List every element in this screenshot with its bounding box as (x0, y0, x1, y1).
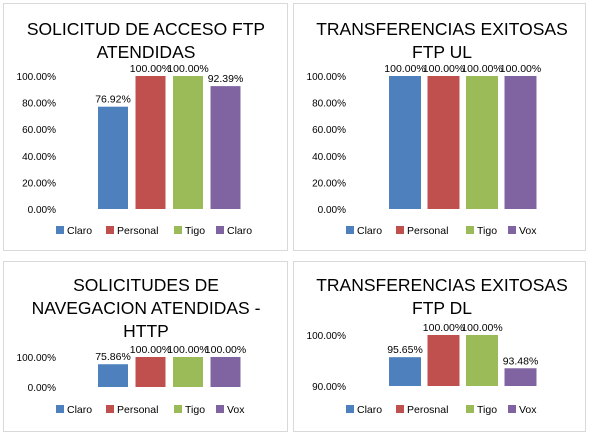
y-tick-label: 0.00% (318, 205, 346, 216)
legend-label: Claro (357, 225, 382, 237)
legend-label: Tigo (477, 225, 497, 237)
chart-title-line: HTTP (123, 321, 169, 341)
legend-swatch (508, 226, 516, 234)
chart-title-line: FTP DL (412, 298, 472, 318)
legend-label: Tigo (185, 225, 205, 237)
bar (135, 357, 166, 387)
data-label: 100.00% (461, 63, 502, 75)
data-label: 100.00% (423, 63, 464, 75)
y-tick-label: 40.00% (22, 152, 56, 163)
bar (210, 86, 241, 209)
bar (98, 106, 128, 209)
y-tick-label: 60.00% (312, 125, 346, 136)
data-label: 100.00% (205, 344, 246, 356)
y-tick-label: 100.00% (307, 331, 347, 342)
data-label: 100.00% (500, 63, 541, 75)
chart-svg: SOLICITUDES DE NAVEGACION ATENDIDAS - HTTP… (17, 275, 261, 416)
legend-swatch (216, 405, 224, 413)
y-tick-label: 0.00% (28, 383, 56, 394)
legend-swatch (396, 226, 404, 234)
data-label: 100.00% (384, 63, 425, 75)
bar (135, 76, 166, 209)
legend-label: Vox (227, 404, 245, 416)
data-label: 100.00% (130, 63, 171, 75)
chart-svg: SOLICITUD DE ACCESO FTP ATENDIDAS 0.00% 20.… (17, 19, 266, 237)
y-tick-label: 80.00% (22, 99, 56, 110)
legend-label: Vox (519, 225, 537, 237)
chart-title-line: NAVEGACION ATENDIDAS - (32, 298, 261, 318)
chart-title-line: FTP UL (412, 42, 472, 62)
legend-swatch (56, 226, 64, 234)
chart-panel-http-navigation: SOLICITUDES DE NAVEGACION ATENDIDAS - HTTP… (3, 261, 288, 432)
legend-swatch (56, 405, 64, 413)
chart-svg: TRANSFERENCIAS EXITOSAS FTP UL 0.00% 20.00%… (307, 19, 568, 237)
bar (427, 76, 460, 209)
legend-swatch (396, 405, 404, 413)
y-tick-label: 20.00% (22, 178, 56, 189)
chart-title-line: ATENDIDAS (97, 42, 196, 62)
legend-label: Perosnal (407, 404, 448, 416)
legend-label: Claro (67, 404, 92, 416)
data-label: 100.00% (461, 322, 502, 334)
bar (210, 357, 241, 387)
data-label: 95.65% (387, 344, 423, 356)
bar (466, 76, 498, 209)
data-label: 100.00% (167, 344, 208, 356)
legend-swatch (346, 405, 354, 413)
bar (504, 368, 537, 386)
bar (173, 357, 203, 387)
legend-label: Tigo (185, 404, 205, 416)
chart-title-line: TRANSFERENCIAS EXITOSAS (316, 19, 568, 39)
chart-panel-ftp-dl: TRANSFERENCIAS EXITOSAS FTP DL 90.00% 100.0… (293, 261, 586, 432)
y-tick-label: 100.00% (307, 72, 347, 83)
legend-label: Tigo (477, 404, 497, 416)
bar (389, 76, 421, 209)
chart-title-line: SOLICITUDES DE (73, 275, 219, 295)
legend-label: Personal (117, 404, 158, 416)
chart-panel-ftp-access: SOLICITUD DE ACCESO FTP ATENDIDAS 0.00% 20.… (3, 3, 288, 251)
chart-title-line: SOLICITUD DE ACCESO FTP (27, 19, 265, 39)
data-label: 76.92% (95, 94, 131, 106)
legend-swatch (216, 226, 224, 234)
y-tick-label: 20.00% (312, 178, 346, 189)
y-tick-label: 100.00% (17, 72, 57, 83)
legend-swatch (174, 405, 182, 413)
legend-swatch (466, 226, 474, 234)
data-label: 100.00% (423, 322, 464, 334)
bar (466, 335, 498, 386)
bar (98, 364, 128, 387)
bar (389, 357, 421, 386)
chart-title-line: TRANSFERENCIAS EXITOSAS (316, 275, 568, 295)
bar (504, 76, 537, 209)
legend-label: Claro (227, 225, 252, 237)
legend-label: Personal (117, 225, 158, 237)
bar (427, 335, 460, 386)
legend-label: Claro (357, 404, 382, 416)
y-tick-label: 90.00% (312, 382, 346, 393)
legend-swatch (508, 405, 516, 413)
y-tick-label: 60.00% (22, 125, 56, 136)
legend-label: Claro (67, 225, 92, 237)
data-label: 100.00% (130, 344, 171, 356)
data-label: 93.48% (503, 355, 539, 367)
y-tick-label: 0.00% (28, 205, 56, 216)
legend-label: Vox (519, 404, 537, 416)
legend-label: Personal (407, 225, 448, 237)
y-tick-label: 80.00% (312, 99, 346, 110)
data-label: 92.39% (208, 73, 244, 85)
chart-svg: TRANSFERENCIAS EXITOSAS FTP DL 90.00% 100.0… (307, 275, 568, 416)
legend-swatch (106, 226, 114, 234)
legend-swatch (346, 226, 354, 234)
y-tick-label: 40.00% (312, 152, 346, 163)
bar (173, 76, 203, 209)
chart-panel-ftp-ul: TRANSFERENCIAS EXITOSAS FTP UL 0.00% 20.00%… (293, 3, 586, 251)
y-tick-label: 100.00% (17, 353, 57, 364)
legend-swatch (174, 226, 182, 234)
data-label: 100.00% (167, 63, 208, 75)
data-label: 75.86% (95, 351, 131, 363)
legend-swatch (466, 405, 474, 413)
legend-swatch (106, 405, 114, 413)
